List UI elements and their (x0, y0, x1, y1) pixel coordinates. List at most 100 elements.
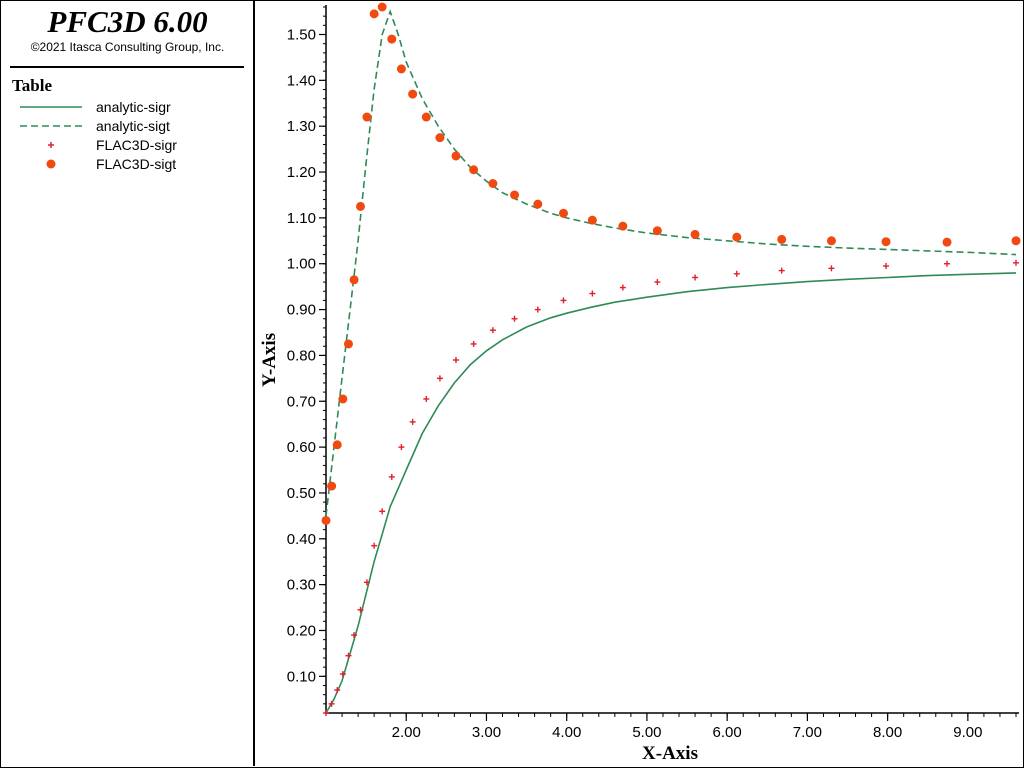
data-point-flac3d-sigt (618, 221, 628, 231)
data-point-flac3d-sigr (334, 687, 341, 694)
x-tick-label: 2.00 (392, 724, 421, 741)
data-point-flac3d-sigr (339, 671, 346, 678)
data-point-flac3d-sigt (587, 215, 597, 225)
y-axis-title: Y-Axis (259, 333, 280, 387)
data-point-flac3d-sigr (328, 700, 335, 707)
data-point-flac3d-sigr (351, 632, 358, 639)
data-point-flac3d-sigr (654, 279, 661, 286)
data-point-flac3d-sigr (589, 290, 596, 297)
y-tick-label: 0.40 (287, 531, 316, 548)
data-point-flac3d-sigr (409, 418, 416, 425)
y-tick-label: 1.10 (287, 210, 316, 227)
data-point-flac3d-sigt (396, 64, 406, 74)
data-point-flac3d-sigt (338, 394, 348, 404)
title-divider (10, 66, 244, 68)
data-point-flac3d-sigr (398, 444, 405, 451)
data-point-flac3d-sigt (777, 234, 787, 244)
x-tick-label: 9.00 (953, 724, 982, 741)
data-point-flac3d-sigr (489, 327, 496, 334)
y-tick-label: 1.40 (287, 72, 316, 89)
y-tick-label: 0.30 (287, 577, 316, 594)
y-tick-label: 0.70 (287, 393, 316, 410)
y-tick-label: 0.20 (287, 622, 316, 639)
data-point-flac3d-sigt (356, 201, 365, 211)
legend-label: FLAC3D-sigt (96, 156, 177, 172)
x-tick-label: 6.00 (713, 724, 742, 741)
data-point-flac3d-sigt (690, 229, 700, 239)
x-tick-label: 3.00 (472, 724, 501, 741)
data-point-flac3d-sigr (436, 375, 443, 382)
data-point-flac3d-sigr (692, 274, 699, 281)
data-point-flac3d-sigt (488, 179, 498, 188)
legend-label: analytic-sigt (96, 118, 170, 134)
data-point-flac3d-sigt (826, 236, 836, 246)
circle-marker-swatch-icon (46, 159, 56, 169)
y-tick-label: 0.90 (287, 302, 316, 319)
data-point-flac3d-sigt (387, 34, 397, 44)
data-point-flac3d-sigt (533, 199, 543, 209)
data-point-flac3d-sigt (469, 165, 479, 175)
data-point-flac3d-sigt (1011, 236, 1021, 246)
data-point-flac3d-sigt (451, 151, 461, 161)
data-point-flac3d-sigt (349, 275, 359, 285)
legend-item-flac3d-sigr: FLAC3D-sigr (16, 136, 246, 154)
data-point-flac3d-sigr (379, 508, 386, 515)
data-point-flac3d-sigt (732, 232, 742, 242)
data-point-flac3d-sigr (619, 284, 626, 291)
data-point-flac3d-sigr (323, 710, 329, 716)
data-point-flac3d-sigt (881, 237, 891, 247)
data-point-flac3d-sigr (534, 306, 541, 313)
data-point-flac3d-sigr (363, 579, 370, 586)
data-point-flac3d-sigr (388, 473, 395, 480)
data-point-flac3d-sigt (327, 481, 337, 491)
data-point-flac3d-sigr (511, 315, 518, 322)
y-tick-label: 1.50 (287, 27, 316, 44)
y-tick-label: 1.30 (287, 118, 316, 135)
data-point-flac3d-sigr (357, 606, 364, 613)
legend-item-analytic-sigr: analytic-sigr (16, 98, 246, 116)
chart-area: 0.10 0.20 0.30 0.40 0.50 0.60 0.70 0.80 0.90 1.00… (259, 2, 1021, 764)
data-point-flac3d-sigt (332, 440, 342, 450)
dashed-line-swatch-icon (20, 125, 82, 127)
data-point-flac3d-sigr (944, 260, 950, 267)
y-tick-label: 0.80 (287, 347, 316, 364)
app-title: PFC3D 6.00 (47, 4, 208, 39)
plus-marker-swatch-icon (48, 142, 54, 148)
data-point-flac3d-sigr (778, 267, 785, 274)
data-point-flac3d-sigt (435, 133, 445, 143)
data-point-flac3d-sigt (421, 112, 431, 122)
data-point-flac3d-sigr (470, 340, 477, 347)
x-axis-title: X-Axis (642, 743, 698, 764)
data-point-flac3d-sigt (377, 2, 387, 12)
data-point-flac3d-sigr (883, 263, 890, 270)
data-point-flac3d-sigt (510, 190, 520, 200)
y-tick-label: 0.10 (287, 668, 316, 685)
legend-label: FLAC3D-sigr (96, 137, 177, 153)
legend-heading: Table (12, 76, 53, 95)
y-tick-label: 0.60 (287, 439, 316, 456)
solid-line-swatch-icon (20, 106, 82, 108)
data-point-flac3d-sigr (828, 265, 835, 272)
legend-label: analytic-sigr (96, 99, 171, 115)
legend-item-flac3d-sigt: FLAC3D-sigt (16, 155, 246, 173)
data-point-flac3d-sigt (369, 9, 379, 19)
data-point-flac3d-sigr (371, 542, 378, 549)
data-point-flac3d-sigt (942, 237, 952, 247)
x-tick-label: 8.00 (873, 724, 902, 741)
y-tick-label: 1.20 (287, 164, 316, 181)
series-line-analytic-sigt (325, 9, 1017, 516)
y-tick-label: 0.50 (287, 485, 316, 502)
data-point-flac3d-sigr (1013, 259, 1019, 266)
series-line-analytic-sigr (325, 272, 1017, 714)
x-tick-label: 5.00 (632, 724, 661, 741)
x-tick-label: 4.00 (552, 724, 581, 741)
copyright-notice: ©2021 Itasca Consulting Group, Inc. (30, 40, 225, 54)
data-point-flac3d-sigr (452, 357, 459, 363)
y-tick-label: 1.00 (287, 256, 316, 273)
data-point-flac3d-sigt (343, 339, 353, 349)
data-point-flac3d-sigt (652, 226, 662, 236)
x-tick-label: 7.00 (793, 724, 822, 741)
legend-item-analytic-sigt: analytic-sigt (16, 117, 246, 135)
data-point-flac3d-sigt (362, 112, 372, 122)
legend-panel: PFC3D 6.00 ©2021 Itasca Consulting Group… (0, 0, 255, 766)
